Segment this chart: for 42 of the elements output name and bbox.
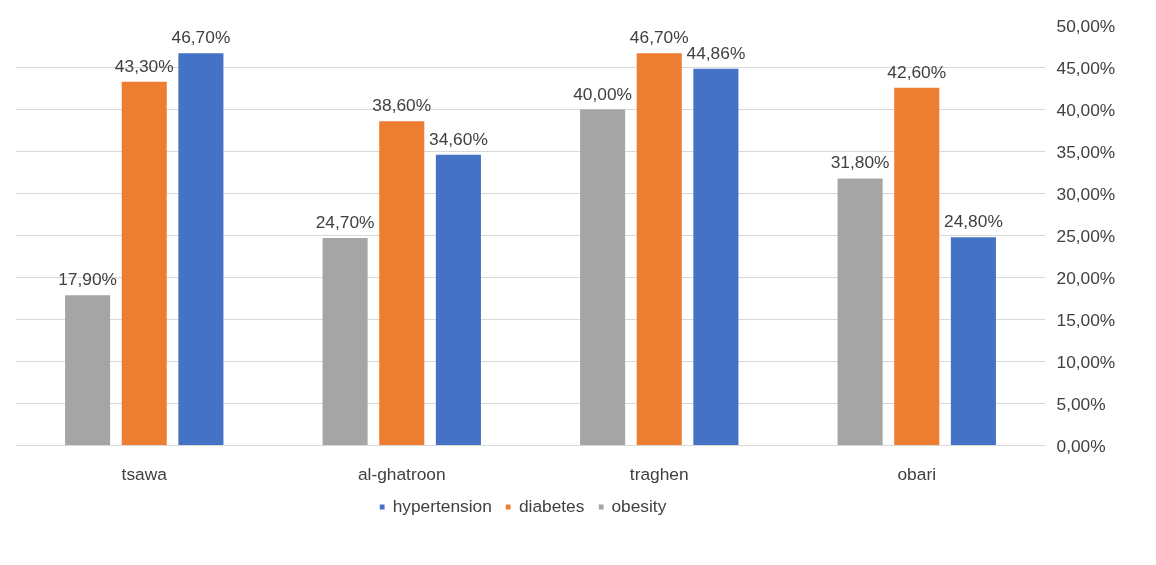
y-tick-label: 15,00%	[1056, 309, 1116, 330]
y-tick-label: 30,00%	[1056, 183, 1116, 204]
bar	[636, 53, 682, 446]
bar	[894, 87, 940, 446]
bar	[322, 238, 368, 446]
bar	[435, 154, 481, 446]
legend-label: obesity	[611, 495, 667, 517]
y-tick-label: 45,00%	[1056, 57, 1116, 78]
x-tick-label: traghen	[629, 463, 689, 484]
data-label: 40,00%	[573, 83, 632, 104]
y-tick-label: 20,00%	[1056, 267, 1116, 288]
bar	[121, 81, 167, 446]
x-tick-label: tsawa	[121, 463, 168, 484]
data-label: 42,60%	[887, 61, 947, 82]
y-tick-label: 25,00%	[1056, 225, 1116, 246]
y-tick-label: 10,00%	[1056, 351, 1116, 372]
bar	[580, 109, 626, 446]
data-label: 38,60%	[372, 95, 432, 116]
bar	[950, 237, 996, 446]
data-label: 46,70%	[629, 27, 689, 48]
legend-label: diabetes	[518, 495, 585, 517]
data-label: 24,80%	[944, 211, 1003, 232]
y-tick-label: 40,00%	[1056, 99, 1116, 120]
data-label: 24,70%	[315, 212, 375, 233]
bar	[837, 178, 883, 446]
data-label: 34,60%	[429, 128, 488, 149]
x-tick-label: al-ghatroon	[357, 463, 446, 484]
y-tick-label: 50,00%	[1056, 15, 1116, 36]
data-label: 44,86%	[686, 42, 746, 63]
data-label: 46,70%	[171, 27, 231, 48]
y-tick-label: 5,00%	[1056, 393, 1106, 414]
y-tick-label: 0,00%	[1056, 435, 1106, 456]
bar	[65, 295, 111, 446]
legend-label: hypertension	[392, 495, 492, 517]
data-label: 17,90%	[58, 269, 117, 290]
bar	[379, 121, 425, 446]
data-label: 31,80%	[830, 152, 890, 173]
x-tick-label: obari	[897, 463, 937, 484]
data-label: 43,30%	[114, 55, 174, 76]
bar	[178, 53, 224, 446]
bar	[693, 68, 739, 446]
y-tick-label: 35,00%	[1056, 141, 1116, 162]
